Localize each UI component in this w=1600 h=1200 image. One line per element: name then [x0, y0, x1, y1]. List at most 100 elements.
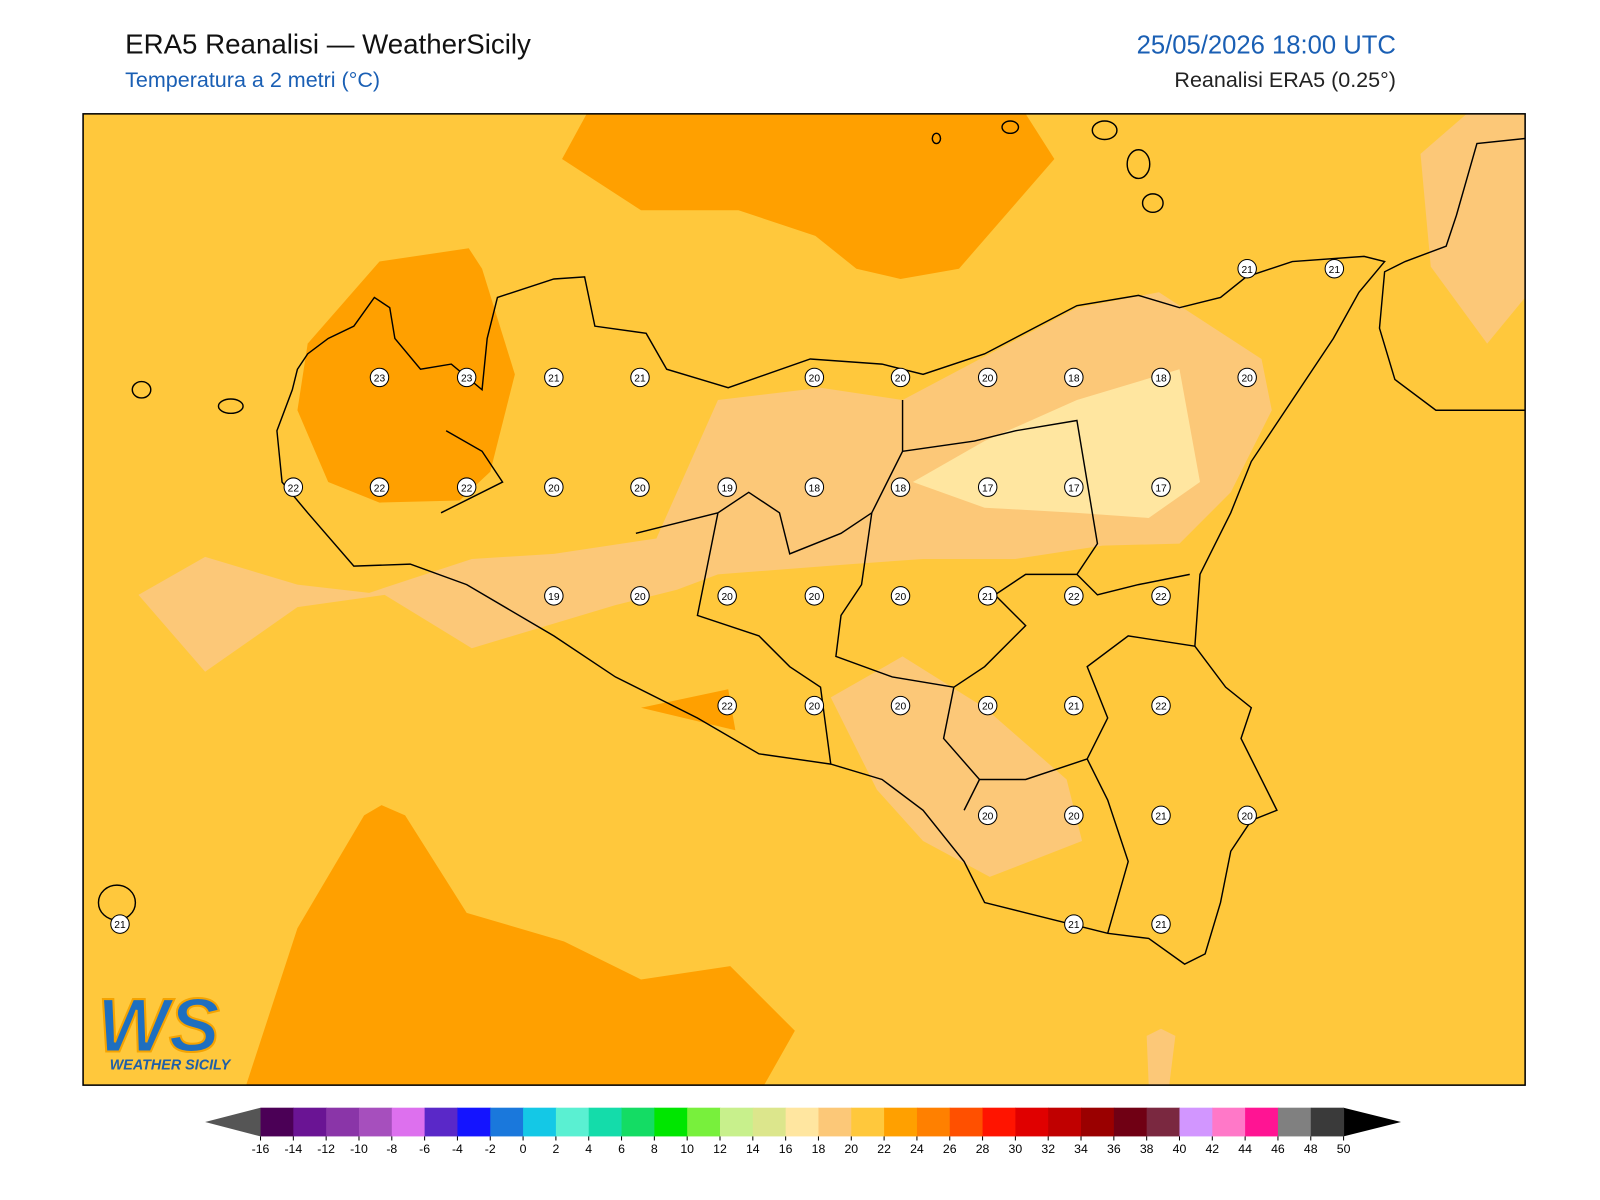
station-value: 20 [895, 374, 907, 385]
station-value: 20 [982, 702, 994, 713]
colorbar-cell [818, 1107, 852, 1137]
station-marker [804, 367, 825, 388]
colorbar-tick-label: 44 [1238, 1142, 1252, 1156]
colorbar-cell [949, 1107, 984, 1137]
station-value: 20 [634, 483, 646, 494]
colorbar-tick-label: -10 [350, 1142, 368, 1156]
island [1001, 120, 1020, 135]
station-marker [369, 367, 390, 388]
colorbar-tick-label: 46 [1271, 1142, 1285, 1156]
station-value: 22 [1155, 702, 1167, 713]
colorbar-tick-label: -4 [452, 1142, 463, 1156]
station-value: 22 [1155, 592, 1167, 603]
station-marker [544, 367, 564, 388]
station-value: 17 [1068, 483, 1080, 494]
colorbar-tick-label: 50 [1337, 1142, 1351, 1156]
colorbar-cell [1015, 1107, 1049, 1137]
colorbar-tick-label: 48 [1304, 1142, 1318, 1156]
station-marker [977, 367, 998, 388]
island [931, 132, 942, 145]
station-marker [1151, 586, 1171, 606]
colorbar-cell [720, 1107, 754, 1137]
calabria-coast [1378, 137, 1526, 411]
station-marker [977, 586, 998, 606]
colorbar-cell [1212, 1107, 1246, 1137]
map-source: Reanalisi ERA5 (0.25°) [1174, 68, 1395, 92]
station-value: 19 [721, 483, 733, 494]
station-value: 20 [1241, 811, 1253, 822]
colorbar-cell [851, 1107, 885, 1137]
station-marker [630, 477, 650, 497]
station-value: 18 [1155, 374, 1167, 385]
station-value: 21 [114, 920, 126, 931]
colorbar-tick-label: 36 [1107, 1142, 1121, 1156]
colorbar-cell [687, 1107, 721, 1137]
colorbar-tick-label: 30 [1009, 1142, 1023, 1156]
colorbar-tick-label: 26 [943, 1142, 957, 1156]
colorbar-cell [358, 1107, 393, 1137]
station-marker [977, 805, 998, 826]
station-value: 21 [634, 374, 646, 385]
station-value: 23 [461, 374, 473, 385]
colorbar-tick-label: 4 [585, 1142, 592, 1156]
colorbar-tick-label: 12 [713, 1142, 727, 1156]
station-marker [804, 477, 825, 497]
colorbar-cell [1113, 1107, 1148, 1137]
station-marker [1064, 695, 1084, 716]
colorbar-cell [457, 1107, 491, 1137]
station-marker [890, 586, 911, 606]
station-value: 20 [809, 702, 821, 713]
colorbar-cell [785, 1107, 819, 1137]
colorbar-cell [982, 1107, 1016, 1137]
colorbar-tick-label: -8 [386, 1142, 397, 1156]
colorbar-tick-label: 10 [680, 1142, 694, 1156]
station-marker [717, 477, 737, 497]
contour-region [138, 292, 1272, 672]
station-value: 17 [1155, 483, 1167, 494]
station-marker [1064, 477, 1084, 497]
station-value: 20 [982, 811, 994, 822]
colorbar-under [205, 1107, 261, 1137]
colorbar: -16 -14 -12 -10 -8 -6 -4 -2 0 2 4 6 8 10 12 14 16 18 20 22 2… [205, 1107, 1402, 1156]
station-marker [544, 477, 564, 497]
colorbar-cell [490, 1107, 524, 1137]
station-marker [1324, 258, 1345, 279]
station-value: 20 [982, 374, 994, 385]
map-datetime: 25/05/2026 18:00 UTC [1137, 31, 1396, 59]
colorbar-cell [1179, 1107, 1213, 1137]
colorbar-cell [588, 1107, 623, 1137]
logo: WS WEATHER SICILY [96, 982, 231, 1073]
colorbar-cell [260, 1107, 294, 1137]
colorbar-tick-label: 20 [844, 1142, 858, 1156]
station-value: 22 [461, 483, 473, 494]
colorbar-cell [1081, 1107, 1115, 1137]
colorbar-cell [916, 1107, 951, 1137]
colorbar-tick-label: 34 [1074, 1142, 1088, 1156]
station-value: 18 [809, 483, 821, 494]
colorbar-tick-label: 38 [1140, 1142, 1154, 1156]
station-marker [804, 695, 825, 716]
station-value: 19 [548, 592, 560, 603]
station-value: 18 [1068, 374, 1080, 385]
station-value: 21 [1241, 265, 1253, 276]
contour-region [1146, 1028, 1176, 1086]
sicily-coast [276, 255, 1386, 965]
colorbar-tick-label: 18 [812, 1142, 826, 1156]
station-value: 22 [1068, 592, 1080, 603]
station-marker [1237, 258, 1257, 279]
map-frame [82, 113, 1526, 1086]
station-value: 20 [548, 483, 560, 494]
station-value: 20 [634, 592, 646, 603]
station-value: 18 [895, 483, 907, 494]
province-borders [440, 399, 1195, 934]
station-labels: 21 21 23 23 21 21 20 20 20 18 18 20 22 22 22 20 20 19 18 18… [110, 258, 1345, 934]
station-value: 21 [1068, 920, 1080, 931]
station-marker [1151, 367, 1171, 388]
island [131, 380, 152, 399]
colorbar-tick-label: 14 [746, 1142, 760, 1156]
station-value: 20 [1241, 374, 1253, 385]
colorbar-cell [1245, 1107, 1279, 1137]
station-value: 20 [809, 374, 821, 385]
contour-region [1420, 113, 1526, 344]
